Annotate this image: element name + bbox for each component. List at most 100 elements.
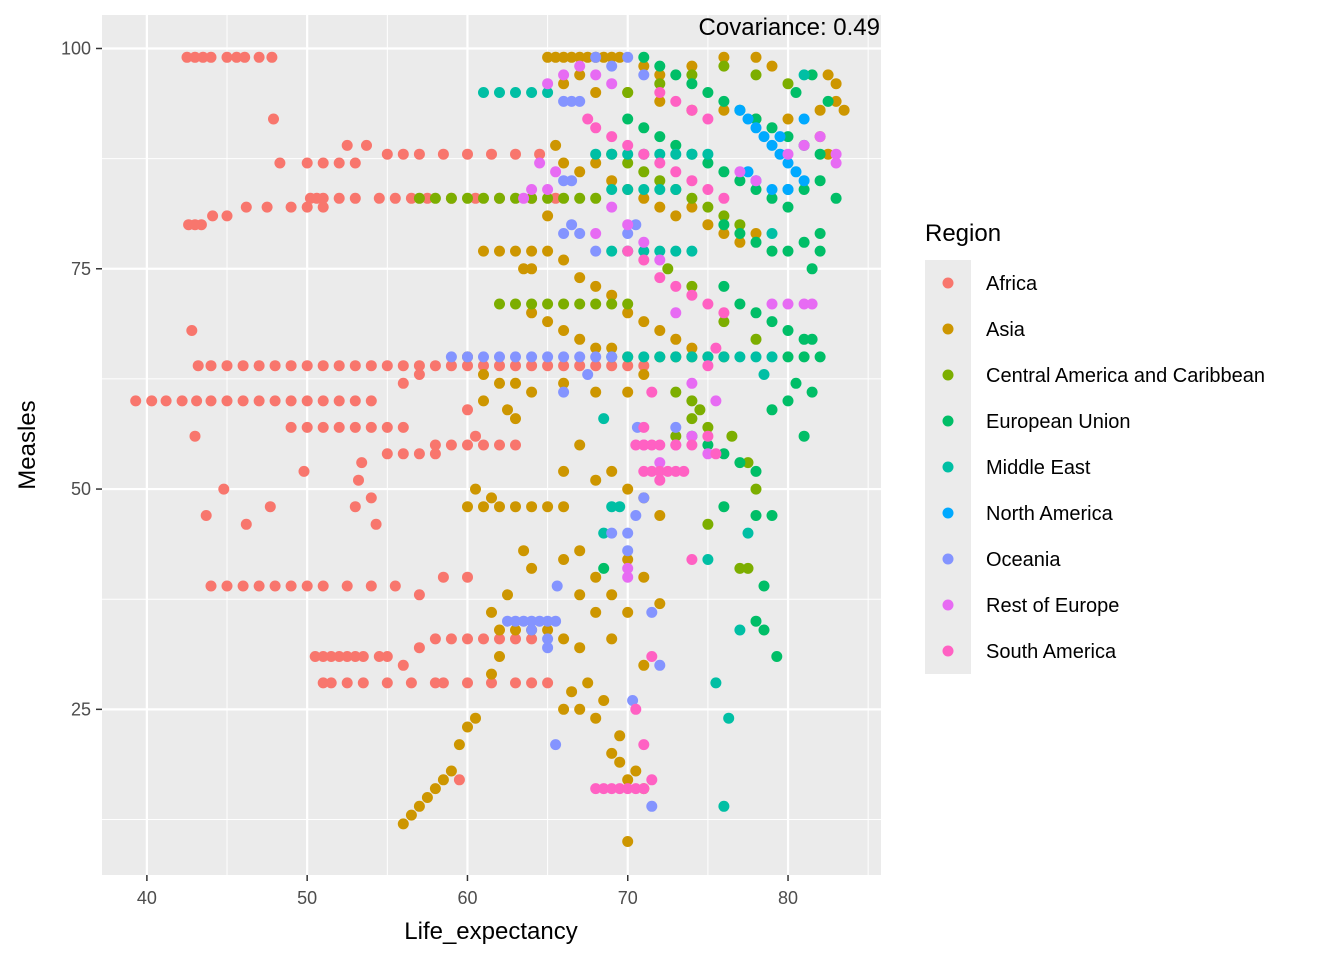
point-rest-of-europe: [542, 184, 554, 195]
point-central-america-and-caribbean: [686, 280, 698, 292]
point-oceania: [574, 95, 586, 107]
point-asia: [542, 210, 554, 222]
point-africa: [181, 51, 193, 63]
point-middle-east: [702, 148, 714, 160]
legend-items: Africa Asia Central America and Caribbean E…: [942, 273, 1265, 663]
point-oceania: [622, 527, 634, 539]
point-asia: [574, 51, 586, 63]
point-asia: [638, 571, 650, 583]
point-european-union: [782, 395, 794, 407]
point-africa: [429, 360, 441, 372]
point-central-america-and-caribbean: [510, 192, 521, 204]
point-asia: [462, 721, 473, 733]
y-tick-label: 50: [71, 479, 91, 499]
point-asia: [526, 307, 538, 319]
point-africa: [381, 448, 393, 460]
point-asia: [606, 633, 618, 645]
point-european-union: [622, 113, 634, 125]
point-asia: [590, 606, 602, 618]
point-asia: [502, 589, 513, 601]
point-asia: [574, 545, 586, 557]
point-middle-east: [654, 184, 666, 195]
point-central-america-and-caribbean: [750, 333, 762, 345]
point-africa: [221, 580, 233, 592]
point-rest-of-europe: [670, 307, 682, 319]
point-european-union: [670, 139, 682, 151]
point-rest-of-europe: [806, 298, 818, 310]
point-south-america: [702, 113, 714, 125]
point-asia: [838, 104, 850, 116]
point-africa: [413, 360, 425, 372]
point-oceania: [606, 60, 618, 72]
point-africa: [381, 677, 393, 689]
point-south-america: [606, 783, 618, 795]
point-rest-of-europe: [734, 166, 746, 178]
point-central-america-and-caribbean: [686, 413, 698, 425]
point-central-america-and-caribbean: [638, 166, 650, 178]
point-european-union: [806, 386, 818, 398]
point-rest-of-europe: [518, 192, 530, 204]
point-european-union: [718, 166, 730, 178]
point-asia: [614, 756, 626, 768]
point-oceania: [627, 695, 639, 706]
point-asia: [686, 60, 698, 72]
point-asia: [453, 739, 465, 751]
point-north-america: [774, 148, 786, 160]
point-middle-east: [686, 245, 698, 257]
point-central-america-and-caribbean: [590, 298, 602, 310]
point-africa: [333, 360, 345, 372]
point-asia: [574, 703, 586, 715]
point-north-america: [742, 113, 754, 125]
point-asia: [445, 765, 457, 777]
point-asia: [654, 510, 666, 521]
point-africa: [195, 219, 207, 231]
point-asia: [542, 51, 554, 63]
point-africa: [200, 510, 212, 521]
point-africa: [542, 360, 554, 372]
point-africa: [205, 360, 217, 372]
point-middle-east: [766, 351, 778, 363]
point-central-america-and-caribbean: [622, 157, 634, 169]
point-south-america: [646, 439, 658, 451]
point-rest-of-europe: [558, 69, 570, 81]
point-european-union: [782, 351, 794, 363]
point-asia: [614, 51, 626, 63]
point-asia: [558, 51, 570, 63]
point-asia: [638, 659, 650, 671]
point-asia: [470, 712, 481, 724]
point-africa: [317, 157, 329, 169]
point-asia: [654, 95, 666, 107]
point-africa: [413, 642, 425, 654]
point-rest-of-europe: [766, 298, 778, 310]
point-north-america: [734, 104, 746, 116]
point-africa: [298, 465, 310, 477]
point-oceania: [622, 228, 634, 239]
point-africa: [478, 360, 489, 372]
point-africa: [333, 395, 345, 407]
point-middle-east: [702, 554, 714, 565]
point-africa: [526, 677, 538, 689]
point-asia: [494, 377, 505, 389]
point-middle-east: [638, 184, 650, 195]
point-asia: [622, 483, 634, 495]
point-european-union: [798, 236, 810, 248]
point-oceania: [542, 633, 554, 645]
point-european-union: [654, 131, 666, 143]
point-africa: [333, 421, 345, 433]
y-axis-ticks: 25 50 75 100: [61, 38, 102, 719]
point-africa: [221, 210, 233, 222]
point-africa: [160, 395, 172, 407]
x-tick-label: 80: [778, 888, 798, 908]
point-asia: [686, 342, 698, 354]
point-european-union: [806, 263, 818, 275]
legend-key-rest-of-europe: [942, 599, 954, 611]
point-south-america: [630, 783, 642, 795]
point-asia: [582, 51, 594, 63]
point-oceania: [606, 351, 618, 363]
point-asia: [638, 369, 650, 380]
point-central-america-and-caribbean: [662, 263, 674, 275]
point-south-america: [638, 439, 650, 451]
point-asia: [470, 483, 481, 495]
point-central-america-and-caribbean: [750, 69, 762, 81]
point-africa: [301, 201, 313, 213]
